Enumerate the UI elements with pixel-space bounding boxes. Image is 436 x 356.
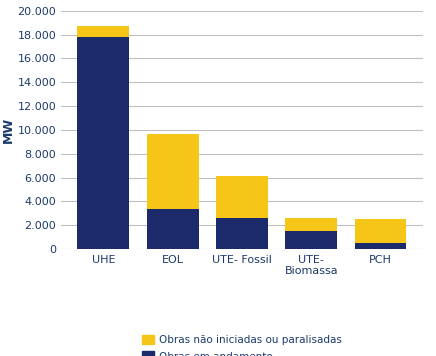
Bar bbox=[285, 231, 337, 249]
Bar bbox=[216, 218, 268, 249]
Bar bbox=[285, 218, 337, 231]
Bar bbox=[78, 37, 129, 249]
Bar bbox=[147, 209, 199, 249]
Bar bbox=[216, 177, 268, 218]
Bar bbox=[78, 26, 129, 37]
Bar bbox=[354, 243, 406, 249]
Bar bbox=[354, 219, 406, 243]
Y-axis label: MW: MW bbox=[2, 117, 15, 143]
Legend: Obras não iniciadas ou paralisadas, Obras em andamento: Obras não iniciadas ou paralisadas, Obra… bbox=[137, 331, 347, 356]
Bar bbox=[147, 134, 199, 209]
